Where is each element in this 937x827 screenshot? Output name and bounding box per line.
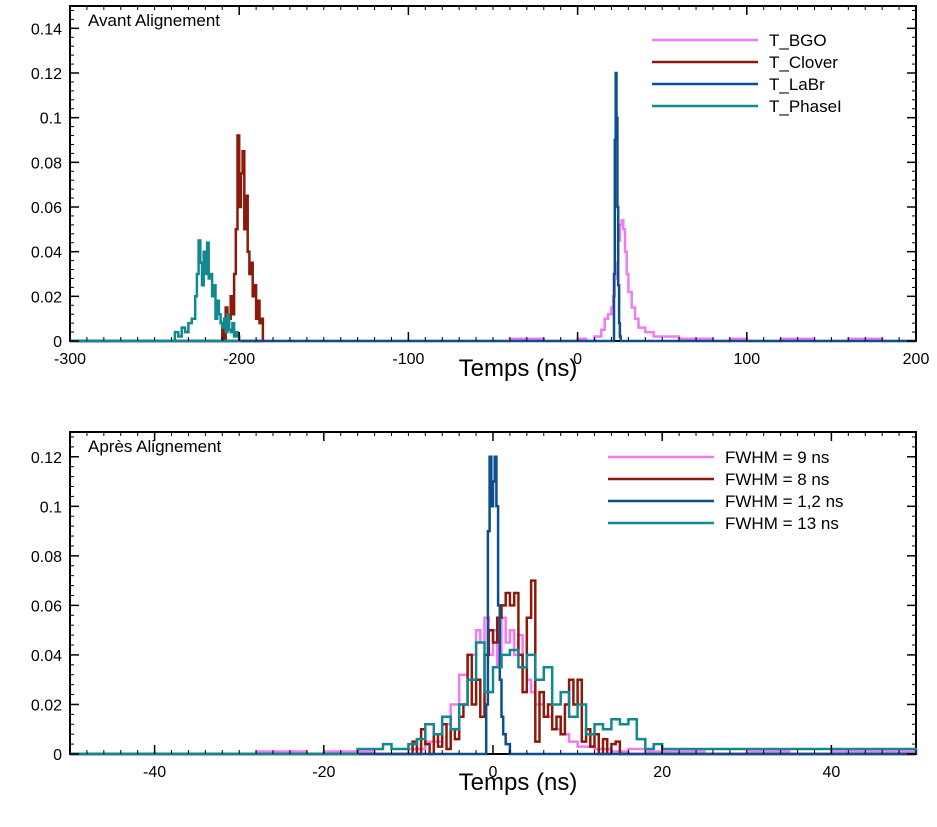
legend-label: T_LaBr [769,75,825,94]
x-tick-label: -20 [312,764,335,781]
legend-label: FWHM = 1,2 ns [725,492,844,511]
x-tick-label: -40 [143,764,166,781]
y-tick-label: 0.06 [31,598,62,615]
ticks-group: -300 -200 -100 0 100 200 0 0.02 0.04 0.06 0.08 0.1 0… [31,6,930,368]
legend: FWHM = 9 ns FWHM = 8 ns FWHM = 1,2 ns FWHM … [608,448,844,533]
x-axis-title: Temps (ns) [459,769,578,796]
panel-title: Avant Alignement [88,11,220,30]
legend-label: FWHM = 9 ns [725,448,829,467]
legend-label: T_PhaseI [769,97,842,116]
series-group [70,455,918,756]
y-tick-label: 0 [53,747,62,764]
top-panel: -300 -200 -100 0 100 200 0 0.02 0.04 0.06 0.08 0.1 0… [31,5,930,382]
y-tick-label: 0.06 [31,200,62,217]
y-tick-label: 0.08 [31,549,62,566]
y-tick-label: 0.02 [31,697,62,714]
y-tick-label: 0.1 [40,499,62,516]
legend-label: T_BGO [769,31,827,50]
x-tick-label: 200 [903,351,930,368]
x-tick-label: 0 [573,351,582,368]
y-tick-label: 0.04 [31,648,62,665]
y-tick-label: 0.1 [40,111,62,128]
series-line-4 [70,641,918,756]
legend-label: FWHM = 8 ns [725,470,829,489]
x-tick-label: 40 [823,764,841,781]
x-tick-label: -100 [392,351,424,368]
y-tick-label: 0.14 [31,21,62,38]
x-tick-label: 0 [489,764,498,781]
x-axis-title: Temps (ns) [459,355,578,382]
x-tick-label: -300 [54,351,86,368]
y-tick-label: 0.08 [31,155,62,172]
series-line-3 [70,71,916,343]
panel-title: Après Alignement [88,437,222,456]
series-line-4 [70,239,241,343]
x-tick-label: 100 [733,351,760,368]
legend: T_BGO T_Clover T_LaBr T_PhaseI [652,31,842,116]
ticks-group: -40 -20 0 20 40 0 0.02 0.04 0.06 0.08 0.1 0.12 [31,432,917,781]
x-tick-label: -200 [223,351,255,368]
y-tick-label: 0.12 [31,66,62,83]
y-tick-label: 0.12 [31,450,62,467]
y-tick-label: 0.02 [31,289,62,306]
series-line-3 [70,455,916,756]
bottom-panel: -40 -20 0 20 40 0 0.02 0.04 0.06 0.08 0.1 0.12 Aprè… [31,431,918,796]
x-tick-label: 20 [653,764,671,781]
y-tick-label: 0.04 [31,245,62,262]
series-line-2 [70,134,265,343]
legend-label: FWHM = 13 ns [725,514,839,533]
y-tick-label: 0 [53,334,62,351]
legend-label: T_Clover [769,53,838,72]
